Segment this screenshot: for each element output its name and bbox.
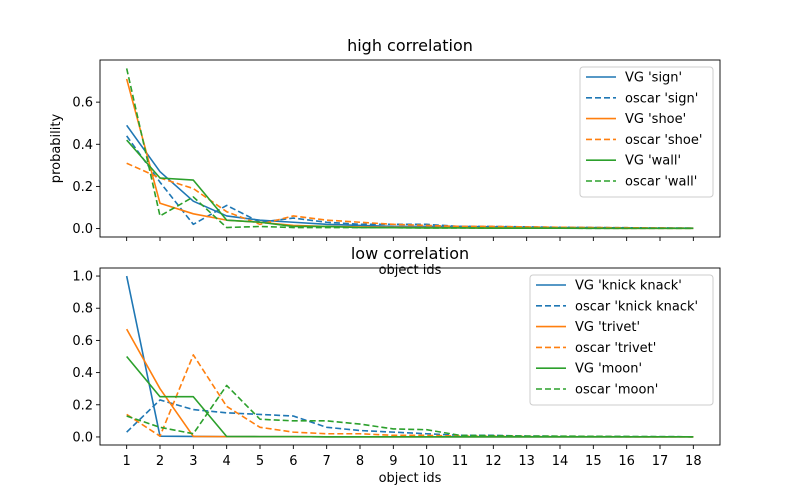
x-tick-label: 14 [552,454,569,469]
legend-entry: oscar 'trivet' [575,341,656,356]
x-axis-label: object ids [379,263,442,278]
plot-frame [99,267,721,446]
x-tick-label: 5 [256,454,264,469]
y-tick-label: 1.0 [72,270,93,285]
series-line-5 [125,68,694,230]
legend-entry: oscar 'moon' [575,383,658,398]
y-tick-label: 0.6 [72,96,93,111]
plot-frame [99,59,721,238]
y-tick-label: 0.4 [72,366,93,381]
x-tick-label: 11 [452,454,469,469]
x-tick-label: 6 [289,454,297,469]
x-tick-label: 18 [685,454,702,469]
legend-entry: oscar 'wall' [625,175,697,190]
y-tick-label: 0.8 [72,302,93,317]
legend-entry: VG 'moon' [575,362,642,377]
legend-entry: VG 'sign' [625,71,682,86]
x-tick-label: 3 [189,454,197,469]
legend-entry: VG 'wall' [625,154,681,169]
y-axis-label: probability [49,114,64,184]
x-tick-label: 1 [123,454,131,469]
series-line-3 [126,162,694,229]
x-tick-label: 16 [618,454,635,469]
x-tick-label: 8 [356,454,364,469]
x-tick-label: 2 [156,454,164,469]
y-tick-label: 0.6 [72,334,93,349]
legend-entry: oscar 'knick knack' [575,299,698,314]
legend-entry: VG 'trivet' [575,320,640,335]
legend-entry: oscar 'sign' [625,91,698,106]
x-tick-label: 9 [389,454,397,469]
legend-entry: oscar 'shoe' [625,133,702,148]
legend-box [529,274,714,406]
y-tick-label: 0.4 [72,138,93,153]
legend-box [579,66,714,198]
x-tick-label: 4 [223,454,231,469]
x-tick-label: 13 [518,454,535,469]
legend-entry: VG 'knick knack' [575,279,682,294]
x-tick-label: 10 [418,454,435,469]
high-correlation-panel: high correlation object ids probability 0.0… [49,36,721,278]
y-tick-label: 0.2 [72,398,93,413]
x-tick-label: 17 [652,454,669,469]
y-tick-label: 0.2 [72,180,93,195]
y-tick-label: 0.0 [72,222,93,237]
chart-title: high correlation [347,36,473,55]
x-tick-label: 12 [485,454,502,469]
x-tick-label: 7 [323,454,331,469]
x-tick-label: 15 [585,454,602,469]
chart-title: low correlation [351,244,469,263]
y-tick-label: 0.0 [72,430,93,445]
legend-entry: VG 'shoe' [625,112,686,127]
x-axis-label: object ids [379,471,442,486]
series-line-5 [126,384,694,438]
